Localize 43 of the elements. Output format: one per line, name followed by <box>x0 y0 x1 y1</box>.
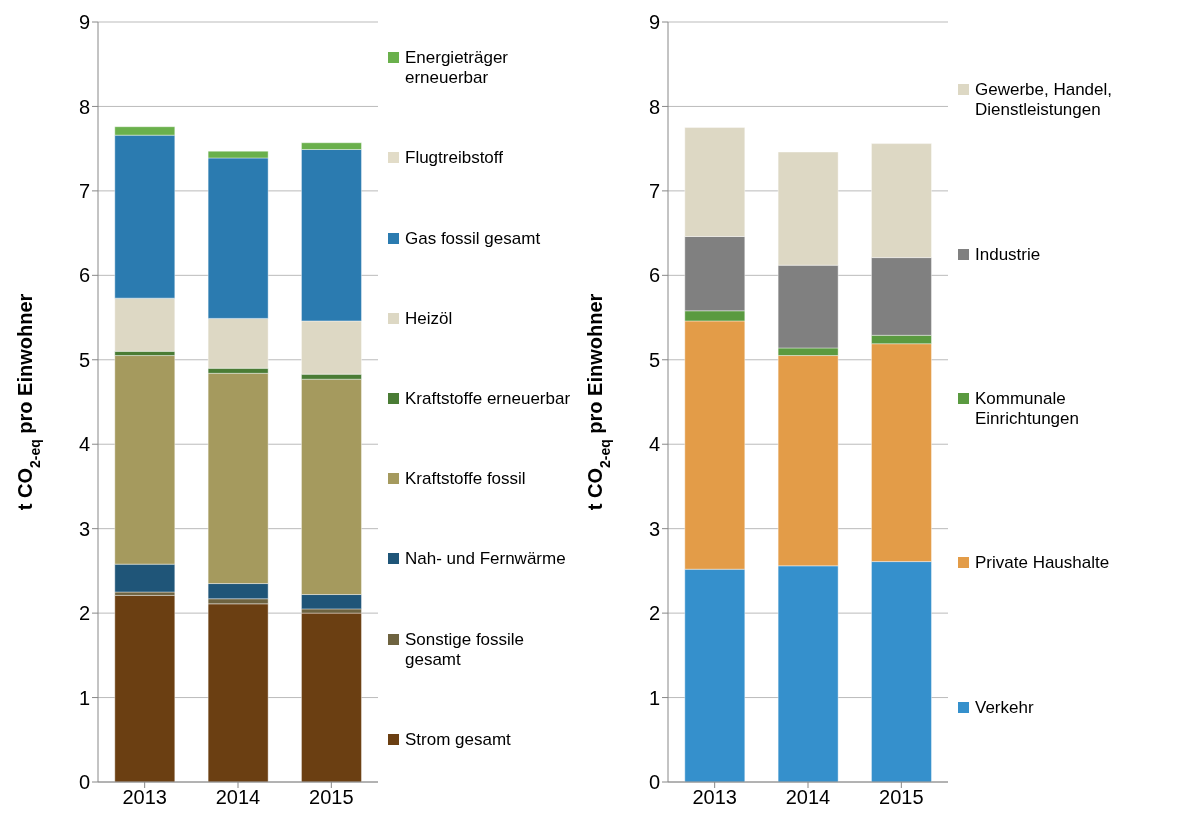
y-tick-label: 3 <box>648 517 660 540</box>
x-tick-label: 2015 <box>879 786 924 809</box>
x-tick-label: 2014 <box>785 786 831 809</box>
legend-label: Strom gesamt <box>405 729 511 750</box>
x-tick-label: 2013 <box>122 786 167 809</box>
y-tick-label: 2 <box>648 602 660 625</box>
y-tick-label: 6 <box>78 264 90 287</box>
y-tick-label: 8 <box>648 95 660 118</box>
legend-label: Gewerbe, Handel, Dienstleistungen <box>975 80 1114 121</box>
y-tick-label: 1 <box>78 686 90 709</box>
legend-label: Kraftstoffe erneuerbar <box>405 388 571 409</box>
y-tick-label: 8 <box>78 95 90 118</box>
y-tick-label: 6 <box>648 264 660 287</box>
bar <box>207 603 269 782</box>
y-tick-label: 5 <box>648 348 660 371</box>
legend-label: Verkehr <box>975 697 1034 718</box>
legend-label: Kommunale Einrichtungen <box>975 388 1080 429</box>
y-tick-label: 7 <box>78 179 90 202</box>
y-tick-label: 0 <box>648 771 660 794</box>
y-tick-label: 4 <box>648 433 660 456</box>
y-tick-label: 1 <box>648 686 660 709</box>
legend-label: Gas fossil gesamt <box>405 228 541 249</box>
x-tick-label: 2015 <box>309 786 354 809</box>
legend-label: Energieträger erneuerbar <box>405 48 509 89</box>
y-tick-label: 9 <box>78 11 90 34</box>
y-tick-label: 0 <box>78 771 90 794</box>
x-tick-label: 2013 <box>692 786 737 809</box>
legend-label: Industrie <box>975 244 1041 265</box>
y-tick-label: 9 <box>648 11 660 34</box>
legend-label: Heizöl <box>405 308 453 329</box>
x-tick-label: 2014 <box>215 786 261 809</box>
y-tick-label: 2 <box>78 602 90 625</box>
legend-label: Nah- und Fernwärme <box>405 549 566 570</box>
legend-label: Sonstige fossile gesamt <box>405 629 526 670</box>
y-tick-label: 4 <box>78 433 90 456</box>
y-tick-label: 5 <box>78 348 90 371</box>
legend-label: Flugtreibstoff <box>405 148 503 169</box>
legend-label: Kraftstoffe fossil <box>405 469 526 490</box>
y-tick-label: 3 <box>78 517 90 540</box>
bar <box>114 594 176 782</box>
legend-label: Private Haushalte <box>975 553 1110 574</box>
bar <box>300 612 362 782</box>
y-tick-label: 7 <box>648 179 660 202</box>
